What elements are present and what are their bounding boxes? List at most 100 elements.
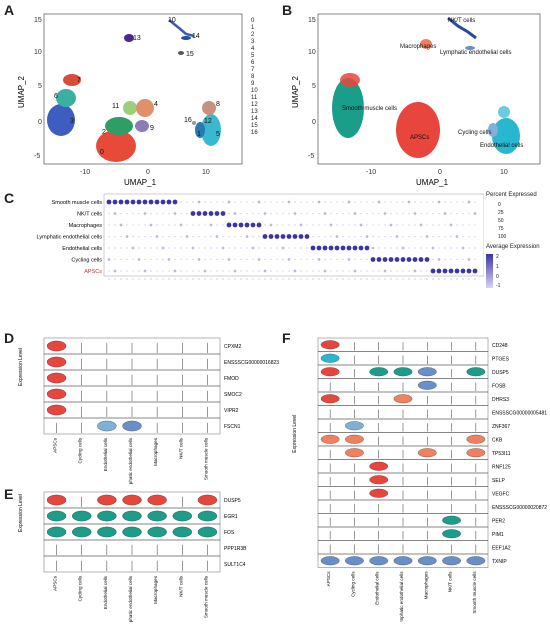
violin-gene-label: CKB [492, 437, 503, 443]
dotplot-dot [252, 235, 254, 238]
violin-shape [393, 367, 413, 377]
dotplot-dot [168, 235, 170, 238]
violin-gene-label: VIPR2 [224, 408, 239, 414]
dotplot-dot [378, 235, 380, 238]
dotplot-dot [174, 247, 176, 249]
dotplot-dot [426, 224, 428, 226]
dotplot-dot [222, 235, 224, 238]
dotplot-dot [334, 245, 340, 251]
legend-id: 1 [251, 25, 255, 31]
dotplot-dot [396, 247, 398, 249]
dotplot-dot [432, 224, 434, 226]
dotplot-dot [461, 246, 465, 250]
dotplot-dot [191, 246, 195, 250]
cluster-16 [192, 121, 196, 125]
dotplot-dot [418, 257, 424, 262]
violin-shape [46, 372, 67, 384]
dotplot-dot [144, 224, 146, 226]
dotplot-dot [126, 224, 128, 226]
legend-id: 10 [251, 88, 258, 94]
violin-shape [466, 448, 486, 458]
legend-id: 4 [251, 46, 255, 52]
dotplot-dot [281, 246, 285, 250]
dotplot-dot [402, 212, 404, 215]
violin-gene-label: FMOD [224, 376, 239, 382]
dotplot-dot [112, 199, 118, 205]
dotplot-dot [106, 199, 112, 205]
cluster-8 [202, 101, 216, 115]
dotplot-dot [366, 201, 368, 203]
dotplot-dot [256, 222, 262, 228]
dotplot-dot [323, 212, 327, 215]
dotplot-dot [426, 201, 428, 203]
dotplot-dot [246, 201, 248, 203]
violin-shape [122, 526, 142, 538]
violin-gene-label: DHRS3 [492, 397, 509, 403]
violin-shape [122, 420, 142, 432]
violin-group-label: NK/T cells [448, 571, 453, 593]
violin-gene-label: SULT1C4 [224, 562, 246, 568]
dotplot-dot [336, 258, 338, 261]
dotplot-dot [468, 247, 470, 249]
dotplot-dot [413, 212, 417, 215]
dotplot-dot [389, 223, 393, 227]
violin-shape [320, 556, 340, 566]
dotplot-dot [365, 235, 369, 238]
dotplot-dot [467, 258, 471, 261]
dotplot-dot [390, 270, 392, 272]
dotplot-dot [282, 201, 284, 203]
violin-group-label: Cycling cells [350, 571, 355, 597]
violin-gene-label: VEGFC [492, 491, 510, 497]
dotplot-dot [240, 201, 242, 203]
dotplot-dot [198, 235, 200, 238]
dotplot-dot [287, 200, 291, 204]
dotplot-dot [340, 245, 346, 251]
violin-shape [345, 434, 364, 444]
dotplot-dot [324, 235, 326, 238]
violin-shape [345, 421, 364, 431]
violin-row-frame [317, 553, 489, 568]
violin-shape [97, 526, 117, 538]
endothelial-cluster-top [498, 106, 510, 118]
dotplot-dot [286, 234, 292, 239]
dotplot-dot [186, 224, 188, 226]
dotplot-dot [203, 269, 207, 273]
svg-text:8: 8 [216, 101, 220, 108]
dotplot-dot [156, 224, 158, 226]
dotplot-dot [468, 235, 470, 238]
dotplot-dot [348, 270, 350, 272]
label-cycling: Cycling cells [458, 130, 491, 136]
dotplot-dot [142, 199, 148, 205]
violin-shape [417, 380, 437, 390]
dotplot-dot [210, 201, 212, 203]
dotplot-dot [401, 246, 405, 250]
dotplot-dot [370, 257, 376, 262]
dotplot-dot [232, 222, 238, 228]
dotplot-dot [292, 234, 298, 239]
umap-a-ytick-0: 15 [34, 17, 42, 24]
violin-shape [466, 367, 486, 377]
dotplot-dot [430, 268, 436, 274]
violin-gene-label: PPP1R3B [224, 546, 247, 552]
dotplot-dot [216, 270, 218, 272]
dotplot-dot [316, 245, 322, 251]
legend-id: 16 [251, 130, 258, 136]
macrophages-cluster [420, 39, 432, 49]
dotplot-dot [456, 247, 458, 249]
dotplot-dot [300, 247, 302, 249]
dotplot-dot [450, 201, 452, 203]
dotplot-dot [450, 212, 452, 215]
dotplot-dot [252, 212, 254, 215]
dotplot-dot [318, 270, 320, 272]
dotplot-dot [407, 200, 411, 204]
dotplot-dot [240, 247, 242, 249]
dotplot-dot [354, 235, 356, 238]
dotplot-dot [312, 224, 314, 226]
umap-a-ytick-2: 5 [38, 83, 42, 90]
violin-shape [369, 461, 389, 471]
dotplot-dot [384, 235, 386, 238]
legend-id: 5 [251, 53, 255, 59]
dotplot-dot [130, 199, 136, 205]
dotplot-dot [360, 270, 362, 272]
umap-b-ytick-1: 10 [308, 49, 316, 56]
